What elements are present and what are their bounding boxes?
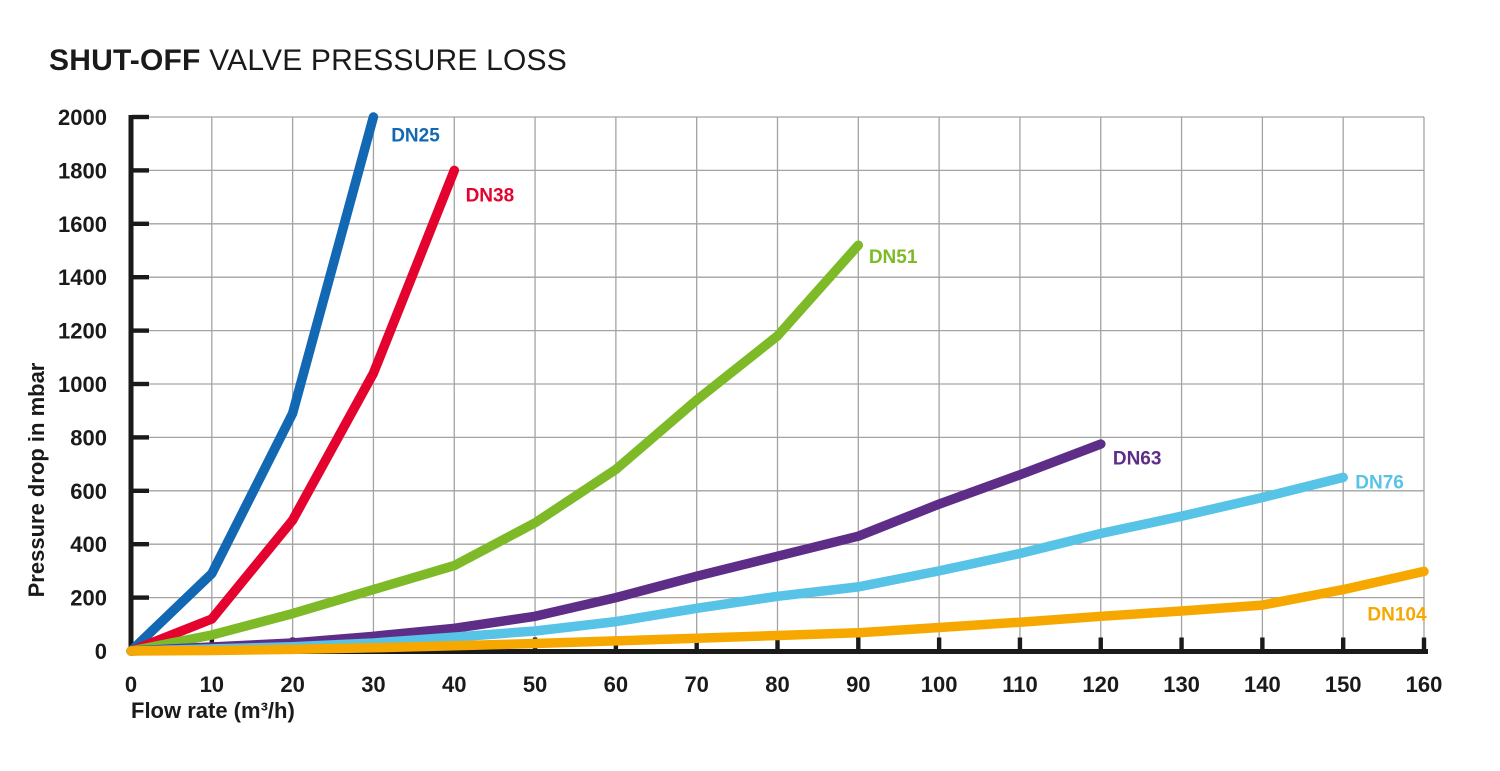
x-tick-label: 120: [1082, 672, 1119, 697]
x-axis-tick: [856, 637, 861, 652]
y-axis-tick: [132, 328, 149, 333]
x-axis-tick: [1340, 637, 1346, 652]
y-tick-label: 1000: [58, 372, 107, 397]
y-axis-tick: [132, 488, 149, 493]
x-axis-tick: [1260, 637, 1265, 652]
y-axis-line: [128, 115, 134, 656]
y-tick-label: 1200: [58, 319, 107, 344]
y-tick-label: 200: [70, 586, 107, 611]
y-tick-label: 800: [70, 425, 107, 450]
y-tick-label: 1600: [58, 212, 107, 237]
x-tick-label: 80: [765, 672, 789, 697]
curve-DN25: [126, 112, 379, 656]
x-axis-tick: [1179, 637, 1184, 652]
y-axis-tick: [132, 435, 149, 440]
curve-label-DN104: DN104: [1367, 605, 1427, 626]
curve-DN51: [126, 240, 864, 656]
curve-label-DN38: DN38: [466, 185, 515, 206]
y-tick-label: 400: [70, 532, 107, 557]
y-axis-tick: [132, 381, 149, 387]
x-axis-tick: [1017, 637, 1023, 652]
x-tick-label: 110: [1002, 672, 1038, 697]
curve-label-DN51: DN51: [869, 247, 918, 268]
chart-title-bold: SHUT-OFF: [49, 44, 201, 77]
x-axis-tick: [1098, 637, 1103, 652]
x-axis-title: Flow rate (m³/h): [131, 698, 295, 723]
x-tick-label: 30: [361, 672, 385, 697]
x-tick-label: 90: [846, 672, 870, 697]
x-tick-label: 130: [1163, 672, 1200, 697]
x-axis-tick: [775, 637, 780, 652]
y-tick-label: 0: [95, 639, 107, 664]
y-axis-tick: [132, 275, 149, 280]
x-tick-label: 40: [442, 672, 466, 697]
x-tick-label: 0: [125, 672, 137, 697]
y-axis-tick: [132, 221, 149, 226]
x-tick-label: 150: [1325, 672, 1362, 697]
y-axis-tick: [132, 595, 149, 600]
x-tick-label: 70: [684, 672, 708, 697]
y-tick-label: 1400: [58, 265, 107, 290]
x-tick-label: 20: [280, 672, 304, 697]
y-tick-label: 1800: [58, 158, 107, 183]
y-axis-tick: [132, 168, 149, 173]
x-axis-tick: [694, 637, 699, 652]
x-axis-tick: [936, 637, 942, 652]
curve-label-DN25: DN25: [391, 125, 440, 146]
x-tick-label: 10: [200, 672, 224, 697]
chart-title-regular: VALVE PRESSURE LOSS: [200, 44, 567, 77]
x-tick-label: 50: [523, 672, 547, 697]
y-tick-label: 600: [70, 479, 107, 504]
x-axis-tick: [1421, 637, 1427, 652]
curve-label-DN76: DN76: [1355, 472, 1404, 493]
curve-DN104: [126, 566, 1429, 656]
y-tick-label: 2000: [58, 105, 107, 130]
x-tick-label: 100: [921, 672, 958, 697]
chart-title: SHUT-OFF VALVE PRESSURE LOSS: [49, 44, 567, 78]
x-tick-label: 160: [1406, 672, 1443, 697]
y-axis-tick: [132, 542, 149, 547]
curve-DN38: [126, 165, 460, 656]
x-tick-label: 140: [1244, 672, 1281, 697]
curve-label-DN63: DN63: [1113, 448, 1162, 469]
y-axis-tick: [132, 114, 149, 120]
y-axis-title: Pressure drop in mbar: [24, 362, 49, 597]
x-tick-label: 60: [604, 672, 628, 697]
